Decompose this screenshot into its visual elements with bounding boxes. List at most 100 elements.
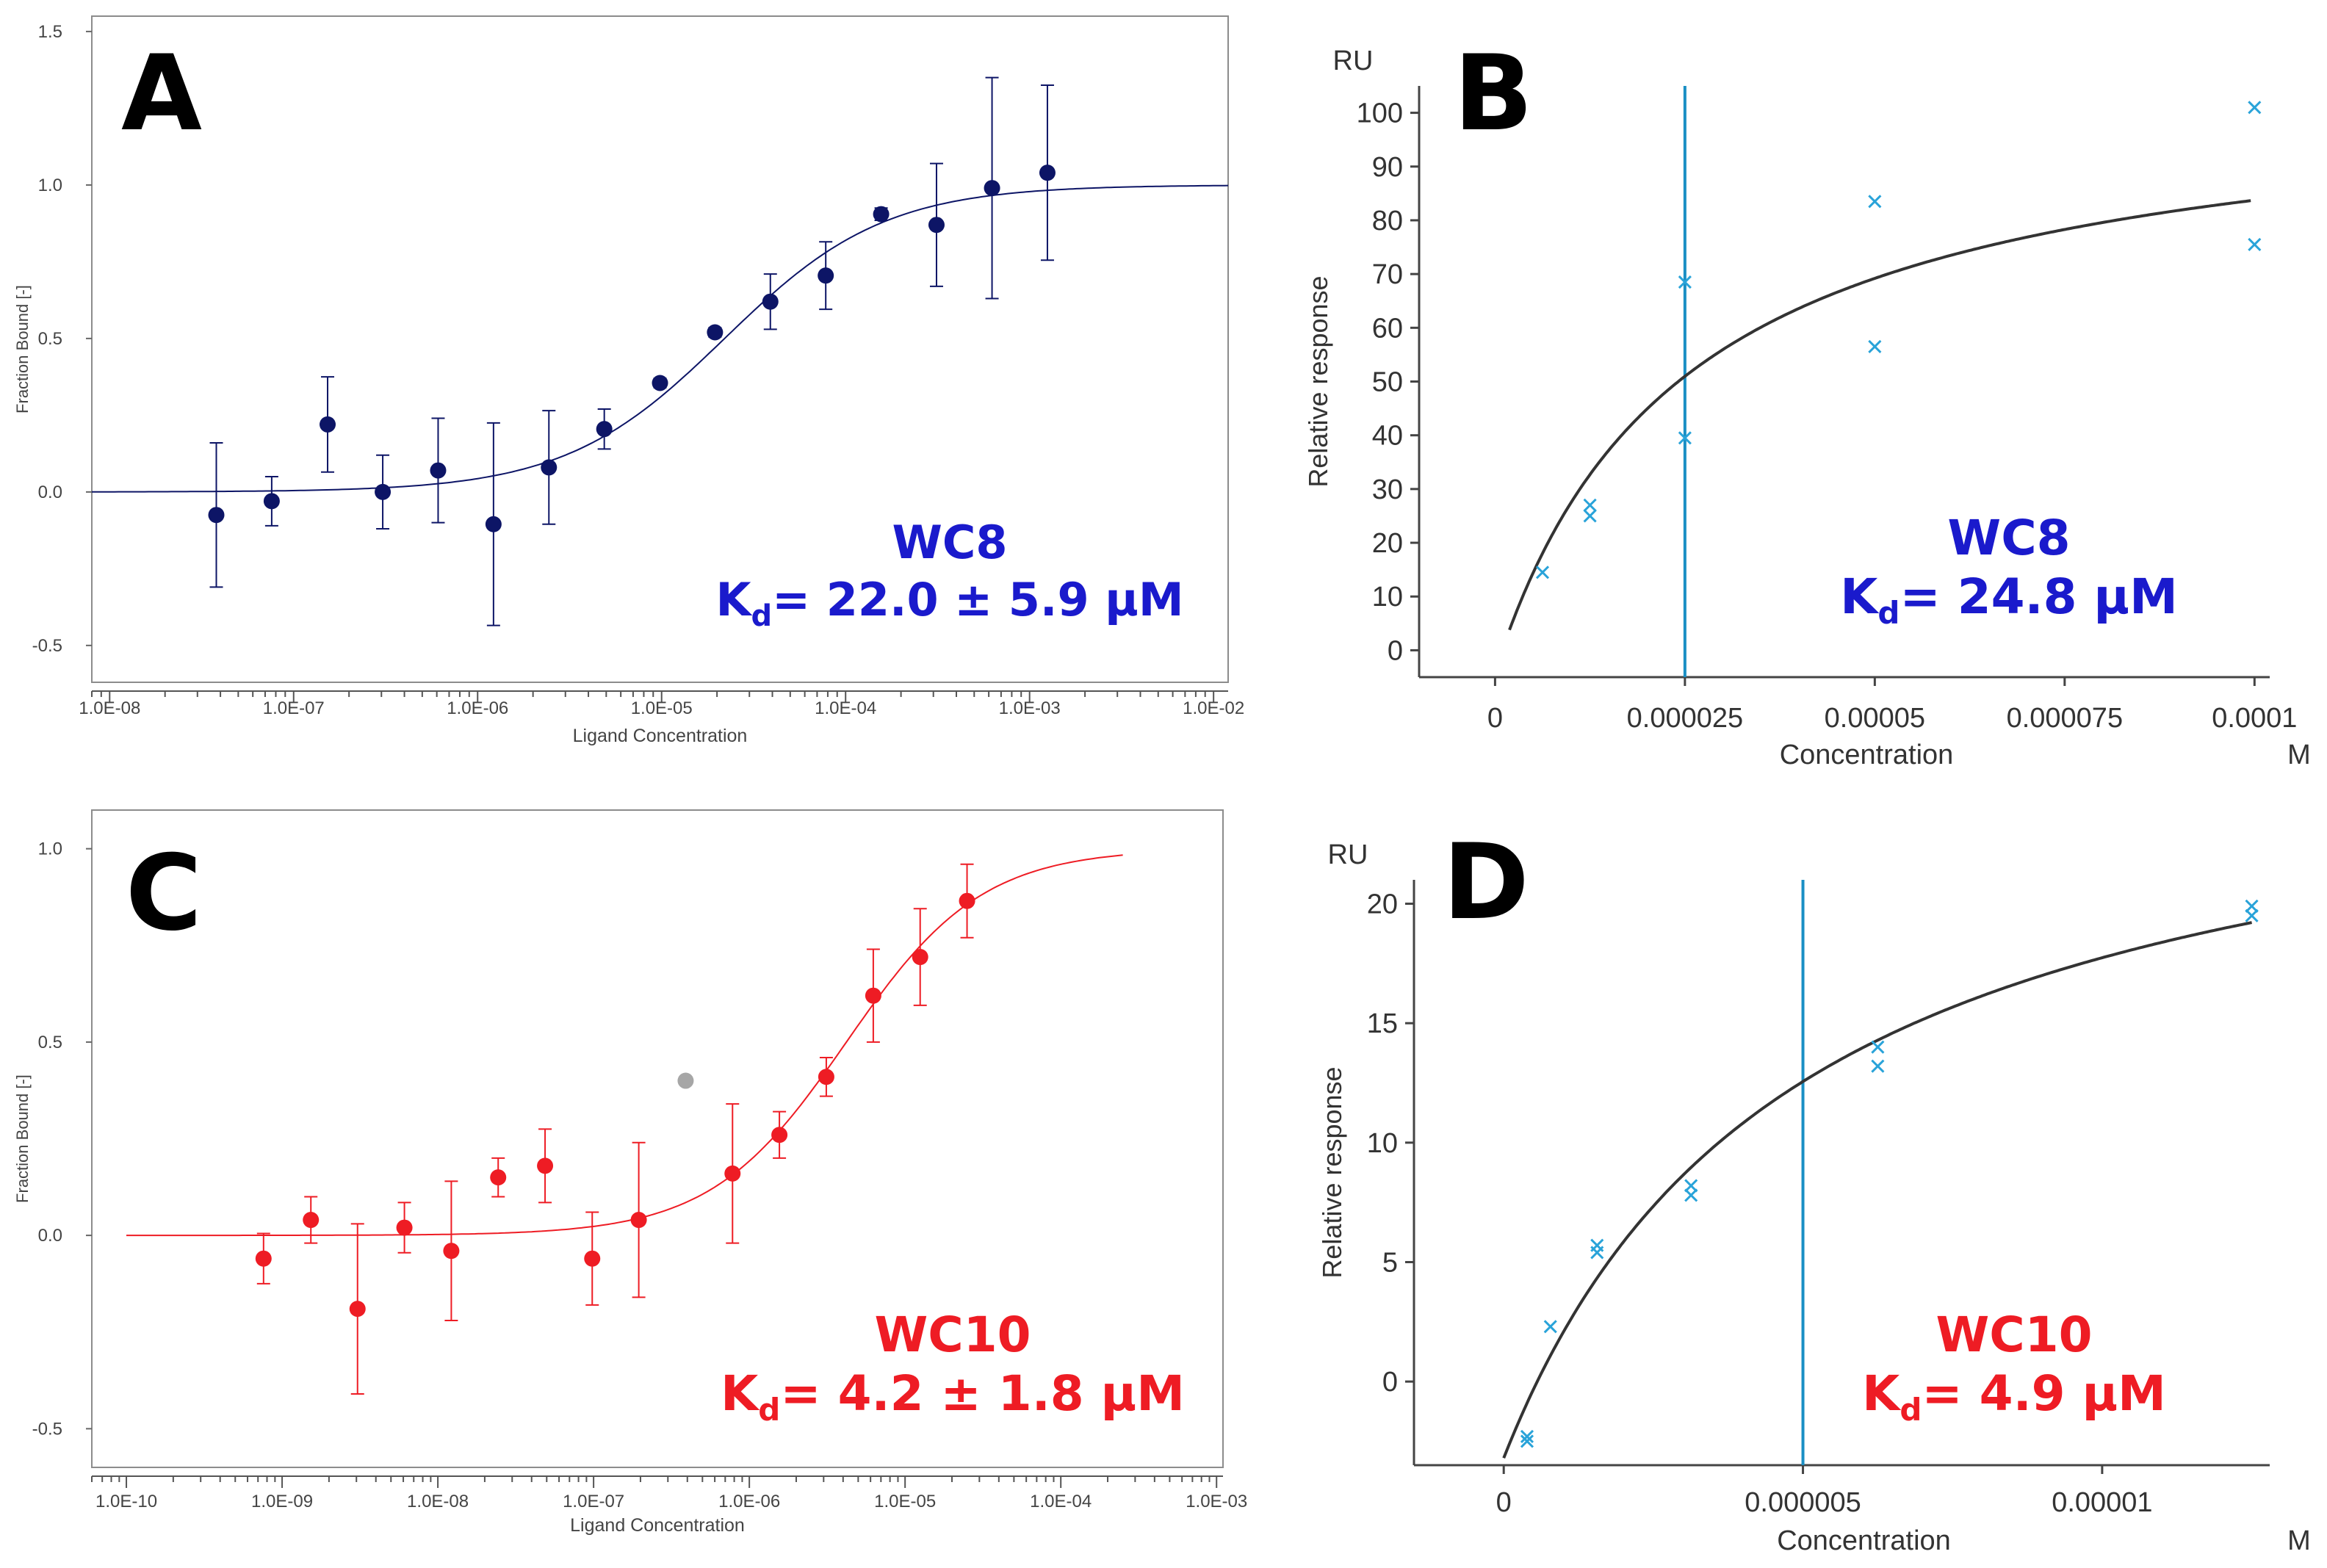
y-tick-label: 15 xyxy=(1367,1008,1398,1039)
data-point xyxy=(984,180,1000,197)
data-point xyxy=(818,1069,834,1085)
kd-value-label: Kd= 24.8 µM xyxy=(1840,568,2178,631)
y-tick-label: 20 xyxy=(1367,889,1398,920)
x-tick-label: 0 xyxy=(1487,703,1503,734)
data-point xyxy=(443,1243,460,1260)
y-tick-label: 90 xyxy=(1372,152,1403,183)
x-tick-label: 1.0E-07 xyxy=(263,698,325,718)
data-point xyxy=(596,421,613,438)
x-tick-label: 1.0E-05 xyxy=(631,698,693,718)
y-tick-label: 0 xyxy=(1382,1367,1398,1398)
data-point xyxy=(430,462,447,479)
x-unit-label: M xyxy=(2287,740,2311,770)
y-tick-label: 0.5 xyxy=(38,329,62,349)
y-tick-label: 1.0 xyxy=(38,839,62,859)
x-tick-label: 1.0E-04 xyxy=(1030,1492,1092,1511)
data-point xyxy=(1871,1059,1885,1073)
data-point xyxy=(263,493,280,510)
data-point xyxy=(2245,908,2259,922)
data-point xyxy=(724,1165,741,1182)
data-point xyxy=(375,483,392,500)
y-axis-label: Fraction Bound [-] xyxy=(13,285,32,413)
data-point xyxy=(1868,339,1882,353)
y-axis-label: Fraction Bound [-] xyxy=(13,1074,32,1203)
y-tick-label: 100 xyxy=(1357,98,1403,129)
data-point xyxy=(1039,165,1056,181)
y-tick-label: 0.0 xyxy=(38,1226,62,1246)
x-tick-label: 1.0E-08 xyxy=(79,698,140,718)
x-tick-label: 1.0E-10 xyxy=(95,1492,157,1511)
y-tick-label: 10 xyxy=(1367,1128,1398,1159)
y-axis-label: Relative response xyxy=(1317,1066,1347,1278)
y-tick-label: 80 xyxy=(1372,206,1403,236)
data-point xyxy=(2248,237,2262,251)
data-point xyxy=(1590,1238,1604,1252)
data-point xyxy=(652,375,668,391)
data-point xyxy=(1868,195,1882,209)
y-tick-label: -0.5 xyxy=(32,1419,62,1439)
x-tick-label: 0.000025 xyxy=(1627,703,1744,734)
kd-value-label: Kd= 4.2 ± 1.8 µM xyxy=(721,1365,1185,1428)
excluded-data-point xyxy=(677,1072,694,1089)
y-tick-label: 0 xyxy=(1388,635,1403,666)
data-point xyxy=(1583,509,1597,523)
data-point xyxy=(1535,566,1550,579)
data-point xyxy=(537,1157,554,1174)
data-point xyxy=(349,1301,366,1318)
data-point xyxy=(818,267,834,284)
y-unit-label: RU xyxy=(1333,46,1374,76)
data-point xyxy=(1684,1179,1698,1193)
x-unit-label: M xyxy=(2287,1525,2311,1556)
data-point xyxy=(485,516,502,532)
x-tick-label: 0.00005 xyxy=(1825,703,1925,734)
x-tick-label: 0 xyxy=(1496,1487,1512,1518)
plot-frame xyxy=(91,809,1224,1468)
data-point xyxy=(396,1219,413,1236)
x-tick-label: 0.0001 xyxy=(2212,703,2297,734)
x-axis-label: Ligand Concentration xyxy=(570,1515,745,1536)
data-point xyxy=(584,1250,601,1267)
compound-name-label: WC10 xyxy=(1935,1307,2092,1363)
x-tick-label: 1.0E-07 xyxy=(563,1492,624,1511)
x-tick-label: 1.0E-02 xyxy=(1183,698,1244,718)
data-point xyxy=(303,1212,320,1229)
y-tick-label: 0.0 xyxy=(38,483,62,502)
y-tick-label: -0.5 xyxy=(32,636,62,656)
fit-curve xyxy=(1502,921,2253,1459)
x-tick-label: 0.00001 xyxy=(2052,1487,2152,1518)
data-point xyxy=(1583,498,1597,512)
y-tick-label: 10 xyxy=(1372,582,1403,613)
x-tick-label: 0.000075 xyxy=(2007,703,2124,734)
data-point xyxy=(490,1169,507,1186)
data-point xyxy=(2248,101,2262,115)
data-point xyxy=(1543,1320,1557,1334)
y-tick-label: 40 xyxy=(1372,421,1403,452)
compound-name-label: WC8 xyxy=(892,516,1007,569)
fit-curve xyxy=(92,184,1229,493)
data-point xyxy=(1520,1434,1534,1448)
panel-letter: C xyxy=(126,833,202,954)
y-tick-label: 50 xyxy=(1372,367,1403,398)
data-point xyxy=(320,416,336,433)
y-tick-label: 0.5 xyxy=(38,1033,62,1052)
y-tick-label: 30 xyxy=(1372,474,1403,505)
x-tick-label: 1.0E-09 xyxy=(251,1492,313,1511)
x-axis-label: Concentration xyxy=(1780,740,1954,770)
data-point xyxy=(928,217,945,234)
panel-B: 0 10 20 30 40 50 60 70 80 90 100 0 0.000025 0.00005 0.… xyxy=(1303,33,2311,770)
y-unit-label: RU xyxy=(1328,839,1368,870)
panel-A: -0.5 0.0 0.5 1.0 1.5 1.0E-08 1.0E-07 1.0E-06 1.0… xyxy=(13,15,1244,746)
data-point xyxy=(707,324,724,341)
y-tick-label: 20 xyxy=(1372,528,1403,559)
x-tick-label: 1.0E-08 xyxy=(407,1492,469,1511)
y-tick-label: 70 xyxy=(1372,259,1403,290)
data-point xyxy=(1520,1429,1534,1444)
data-point xyxy=(541,459,558,476)
x-axis-label: Concentration xyxy=(1777,1525,1951,1556)
data-point xyxy=(771,1127,788,1144)
fit-curve xyxy=(126,854,1123,1237)
data-point xyxy=(1871,1040,1885,1054)
kd-value-label: Kd= 22.0 ± 5.9 µM xyxy=(715,573,1183,633)
plot-frame xyxy=(91,15,1229,683)
